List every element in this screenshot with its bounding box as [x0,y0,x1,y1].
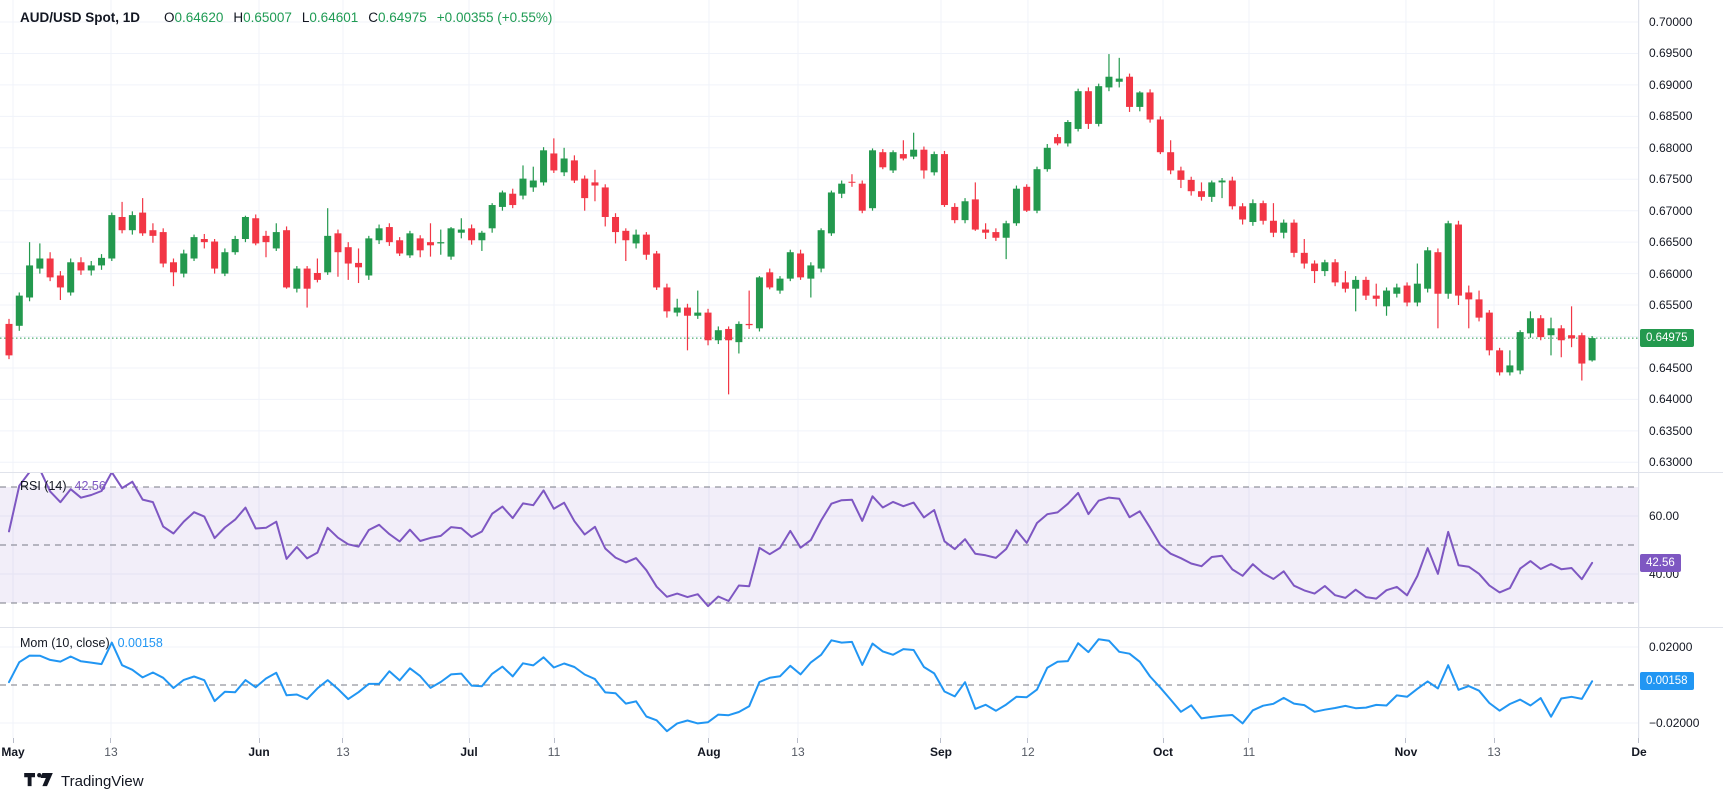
time-axis-label: 11 [1242,745,1256,759]
open-value: 0.64620 [174,10,224,25]
mom-value: 0.00158 [117,636,163,650]
price-axis-label: 0.69500 [1649,46,1693,61]
high-value: 0.65007 [243,10,292,25]
time-axis-tick [708,738,710,743]
tradingview-logo-text: TradingView [61,773,144,790]
time-axis-label: Aug [697,745,721,759]
time-axis-tick [110,738,112,743]
price-axis-label: 0.63500 [1649,423,1693,438]
time-axis-label: Sep [929,745,952,759]
time-axis-tick [12,738,14,743]
time-axis-tick [797,738,799,743]
time-axis-label: Nov [1394,745,1418,759]
price-axis-label: 0.67000 [1649,203,1693,218]
last-price-badge: 0.64975 [1640,329,1694,348]
price-axis-label: 0.63000 [1649,455,1693,470]
rsi-value-badge: 42.56 [1640,553,1681,572]
time-axis-tick [1248,738,1250,743]
time-axis-tick [1405,738,1407,743]
time-axis-tick [342,738,344,743]
time-axis-label: Oct [1153,745,1174,759]
price-axis-label: 0.70000 [1649,15,1693,29]
time-axis-label: 12 [1021,745,1035,759]
mom-axis-label: −0.02000 [1649,716,1700,730]
price-axis-label: 0.64500 [1649,360,1693,375]
mom-axis-label: 0.02000 [1649,640,1693,654]
price-axis-label: 0.64000 [1649,392,1693,407]
time-axis-label: 13 [336,745,350,759]
bottom-bar: TradingView [0,764,1723,803]
price-axis[interactable]: 0.70000 0.69500 0.69000 0.68500 0.68000 0.675… [1638,0,1723,738]
low-value: 0.64601 [309,10,359,25]
close-label: C [368,10,378,25]
pane-separator-main-rsi[interactable] [0,472,1723,473]
close-value: 0.64975 [377,10,427,25]
price-axis-label: 0.66500 [1649,235,1693,250]
mom-label: Mom (10, close) [20,636,110,650]
price-axis-label: 0.66000 [1649,266,1693,281]
change-value: +0.00355 (+0.55%) [436,10,553,25]
time-axis-tick [553,738,555,743]
price-axis-label: 0.67500 [1649,172,1693,187]
time-axis-label: 11 [547,745,561,759]
rsi-axis-label: 60.00 [1649,509,1680,523]
price-axis-label: 0.68000 [1649,140,1693,155]
tradingview-logo-icon [24,773,53,787]
time-axis-tick [1493,738,1495,743]
symbol-title: AUD/USD Spot, 1D [20,10,141,25]
rsi-label: RSI (14) [20,479,67,493]
tradingview-link[interactable]: TradingView [24,773,144,790]
time-axis-label: De [1631,745,1647,759]
time-axis-label: 13 [104,745,118,759]
mom-legend: Mom (10, close) 0.00158 [20,636,163,650]
time-axis-tick [1638,738,1640,743]
time-axis-label: 13 [791,745,805,759]
rsi-legend: RSI (14) 42.56 [20,479,106,493]
symbol-legend: AUD/USD Spot, 1D O0.64620 H0.65007 L0.64601… [20,10,552,25]
time-axis-label: Jun [248,745,270,759]
time-axis-label: 13 [1487,745,1501,759]
time-axis-tick [1162,738,1164,743]
time-axis-label: May [1,745,25,759]
mom-value-badge: 0.00158 [1640,672,1694,691]
price-axis-label: 0.65500 [1649,298,1693,313]
time-axis-label: Jul [460,745,478,759]
high-label: H [233,10,244,25]
time-axis[interactable]: May 13 Jun 13 Jul 11 Aug 13 Sep 12 Oct 11 Nov 13 De [0,738,1723,765]
price-axis-label: 0.68500 [1649,109,1693,124]
time-axis-tick [468,738,470,743]
pane-separator-rsi-mom[interactable] [0,627,1723,628]
time-axis-tick [258,738,260,743]
low-label: L [301,10,310,25]
open-label: O [164,10,175,25]
time-axis-tick [940,738,942,743]
rsi-value: 42.56 [74,479,106,493]
price-axis-label: 0.69000 [1649,77,1693,92]
time-axis-tick [1027,738,1029,743]
